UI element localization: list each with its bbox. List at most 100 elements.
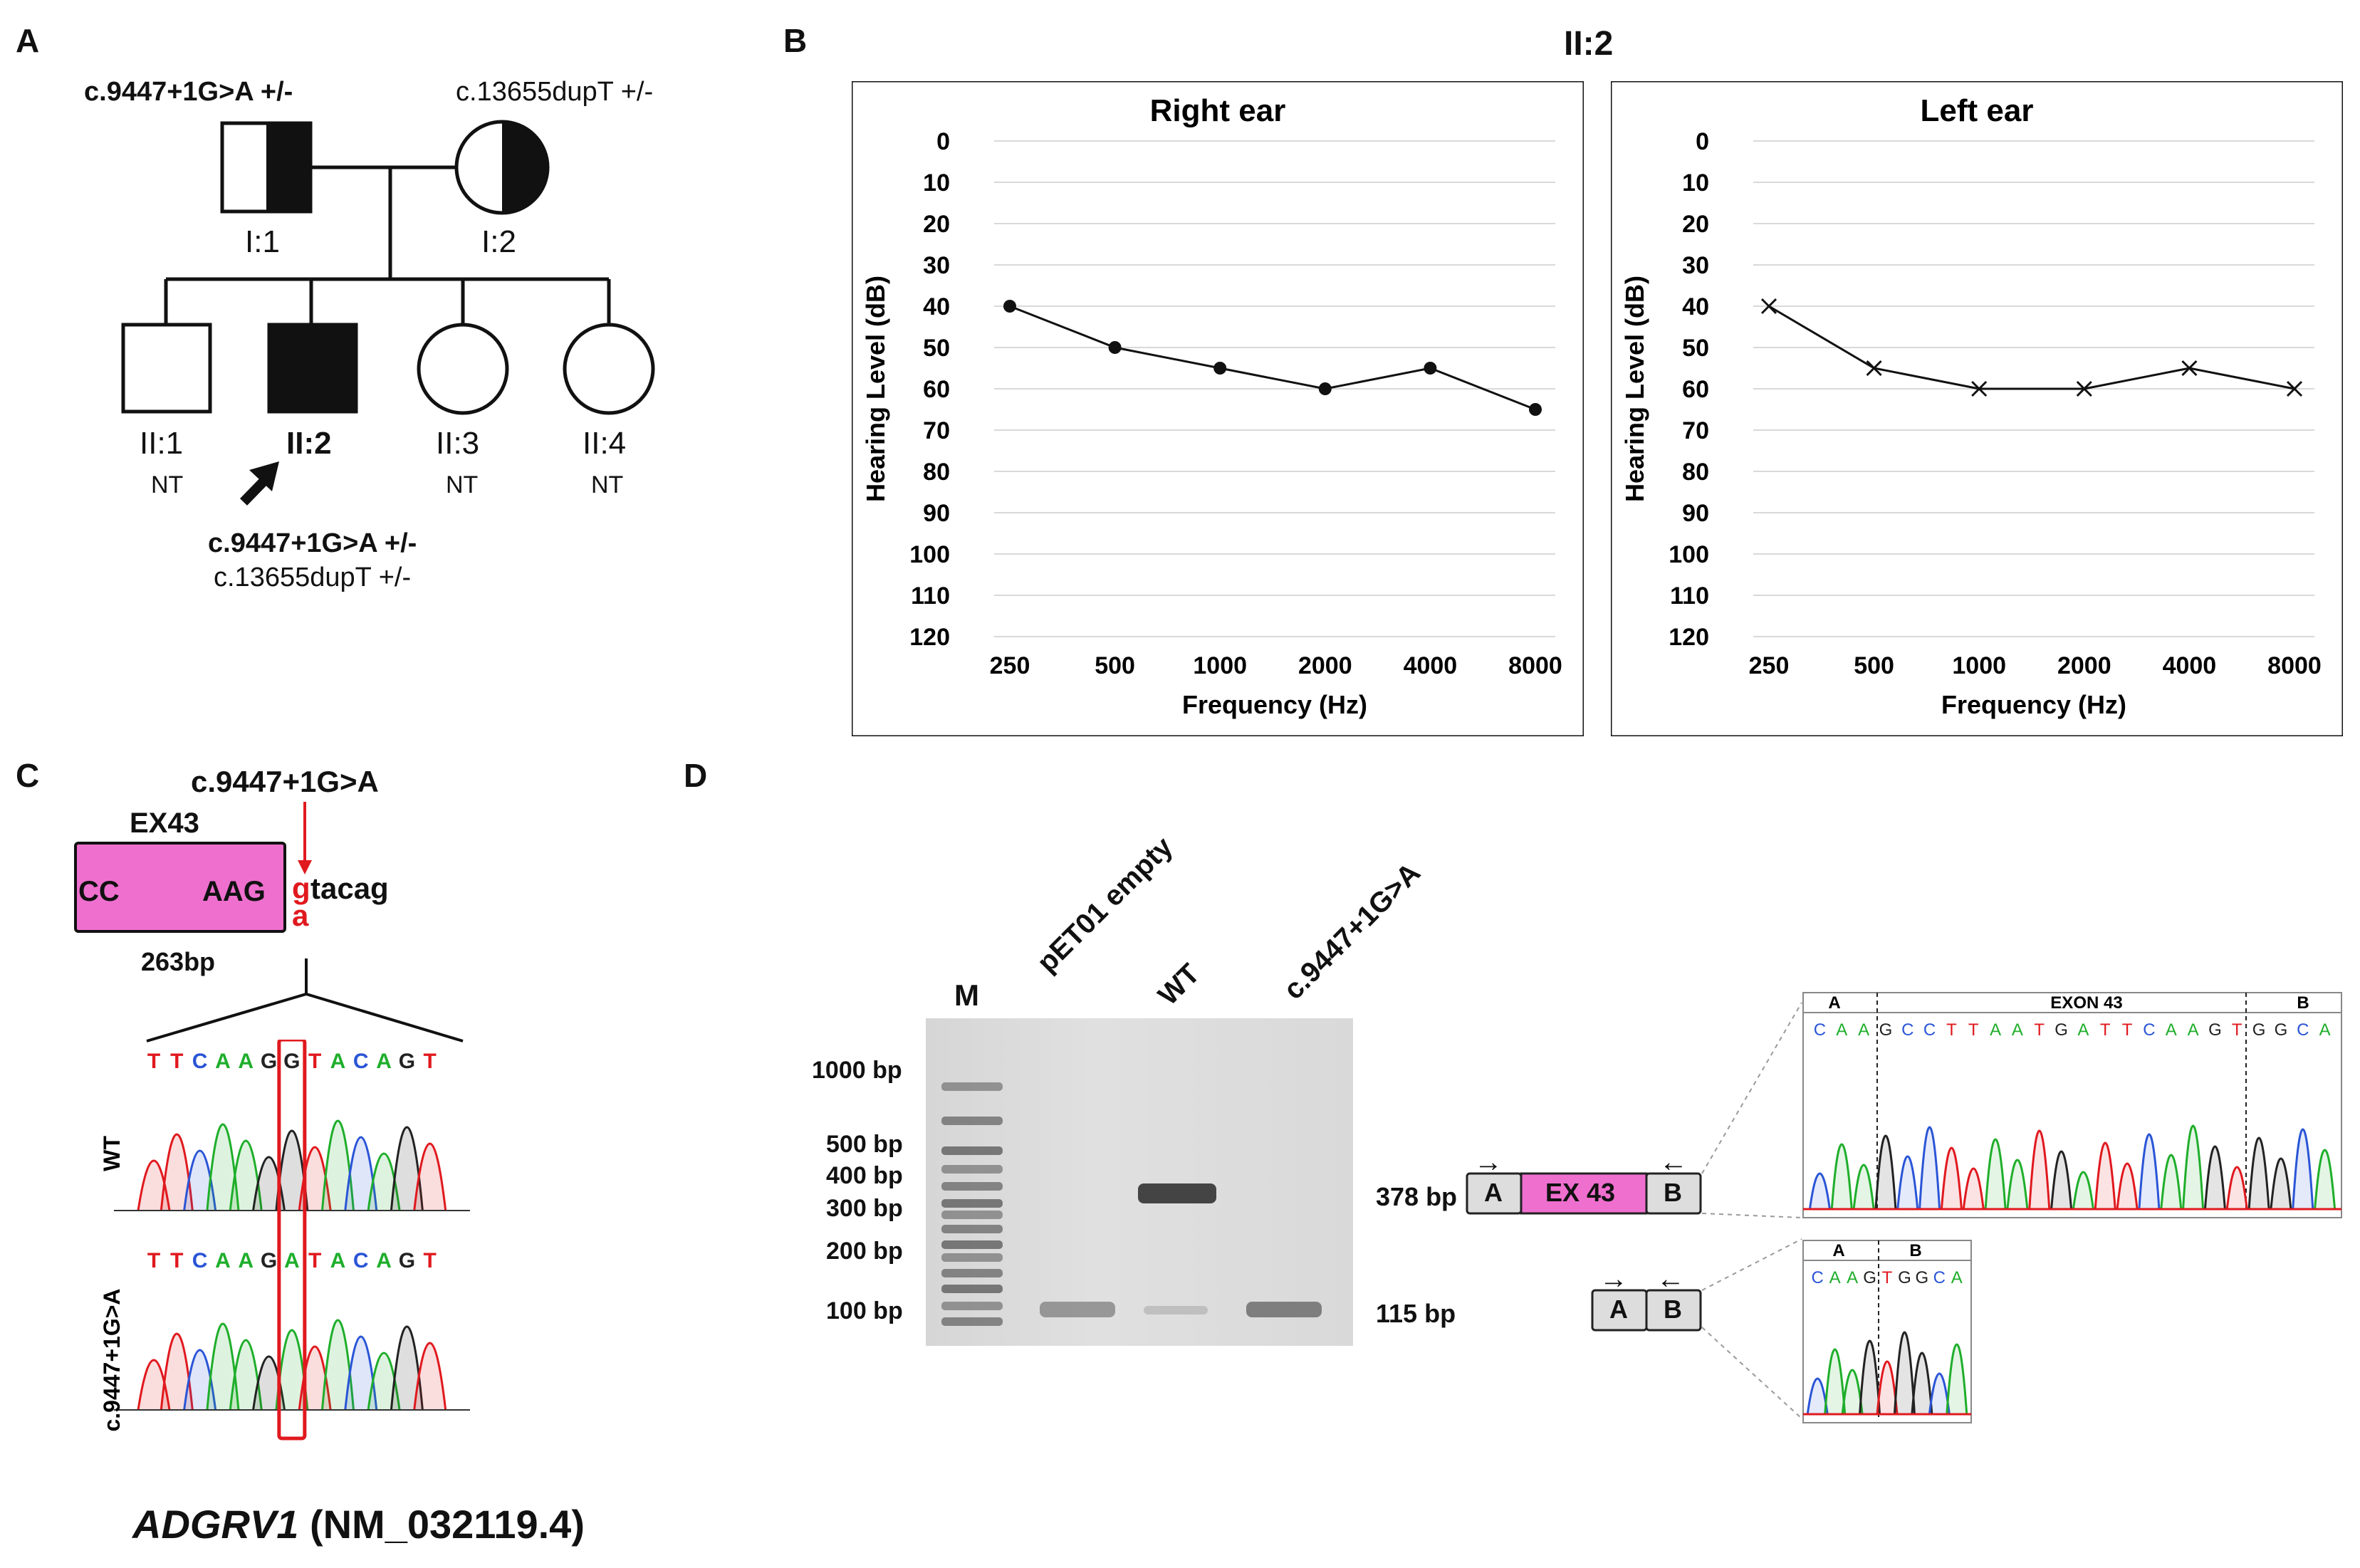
wt-trace-base: T bbox=[308, 1050, 321, 1073]
ladder-500: 500 bp bbox=[826, 1131, 903, 1159]
audiogram-title: II:2 bbox=[1564, 24, 1613, 63]
lane-label-m: M bbox=[954, 978, 979, 1013]
mut-trace-base: A bbox=[238, 1249, 254, 1272]
right-ear-ytick: 120 bbox=[909, 624, 950, 651]
mut-base-label: a bbox=[292, 899, 308, 933]
ladder-band bbox=[941, 1117, 1003, 1125]
mother-carrier-fill bbox=[502, 122, 548, 213]
inset-top-header: EXON 43 bbox=[2050, 993, 2122, 1013]
wt-trace-base: T bbox=[170, 1050, 183, 1073]
inset-top-base: T bbox=[1968, 1020, 1979, 1040]
left-ear-ytick: 60 bbox=[1682, 376, 1709, 403]
left-ear-ytick: 40 bbox=[1682, 293, 1709, 320]
sequence-inset-exon-skipped: A BC A A G T G G C A bbox=[1802, 1239, 1973, 1424]
right-ear-xtick: 1000 bbox=[1193, 652, 1247, 679]
inset-top-base: T bbox=[2100, 1020, 2111, 1040]
mut-band-115 bbox=[1246, 1302, 1322, 1317]
inset-top-base: T bbox=[1946, 1020, 1957, 1040]
mut-trace-base: G bbox=[399, 1249, 415, 1272]
right-ear-ytick: 80 bbox=[923, 459, 950, 486]
panel-label-d: D bbox=[684, 756, 707, 795]
left-ear-ytick: 100 bbox=[1669, 541, 1709, 568]
left-ear-ytick: 80 bbox=[1682, 459, 1709, 486]
right-ear-ytick: 30 bbox=[923, 252, 950, 279]
right-ear-ytick: 10 bbox=[923, 169, 950, 197]
child-ii3-symbol bbox=[419, 325, 507, 413]
ladder-400: 400 bp bbox=[826, 1162, 903, 1190]
inset-top-base: A bbox=[2188, 1020, 2199, 1040]
mut-trace-peak bbox=[414, 1343, 446, 1410]
left-ear-ylabel: Hearing Level (dB) bbox=[1620, 276, 1649, 502]
right-ear-point bbox=[1109, 341, 1122, 354]
ladder-band bbox=[941, 1165, 1003, 1174]
right-ear-point bbox=[1319, 382, 1332, 395]
wt-trace-base: G bbox=[399, 1050, 415, 1073]
inset-top-base: C bbox=[2297, 1020, 2309, 1040]
left-ear-frame bbox=[1611, 81, 2343, 736]
right-ear-point bbox=[1003, 300, 1016, 313]
band-label-115: 115 bp bbox=[1376, 1299, 1456, 1329]
inset-top-base: A bbox=[2166, 1020, 2177, 1040]
reverse-primer-icon: ← bbox=[1659, 1146, 1688, 1178]
audiogram-right: Right ear0102030405060708090100110120250… bbox=[852, 81, 1584, 736]
wt-trace-base: A bbox=[238, 1050, 254, 1073]
ladder-band bbox=[941, 1253, 1003, 1262]
mother-variant-label: c.13655dupT +/- bbox=[456, 77, 653, 108]
mut-trace-base: A bbox=[284, 1249, 300, 1272]
proband-arrow-icon bbox=[244, 461, 279, 502]
left-ear-ytick: 90 bbox=[1682, 500, 1709, 527]
ladder-band bbox=[941, 1199, 1003, 1208]
inset-bottom-base: C bbox=[1933, 1268, 1946, 1287]
inset-bottom-base: G bbox=[1898, 1268, 1911, 1287]
gene-transcript: (NM_032119.4) bbox=[310, 1502, 585, 1547]
child-ii3-status: NT bbox=[446, 471, 478, 499]
inset-top-base: C bbox=[1923, 1020, 1936, 1040]
right-ear-ytick: 20 bbox=[923, 211, 950, 238]
inset-top-header: A bbox=[1828, 993, 1840, 1013]
left-ear-xtick: 8000 bbox=[2267, 652, 2322, 679]
ladder-band bbox=[941, 1240, 1003, 1249]
wt-trace-base: A bbox=[330, 1050, 346, 1073]
right-ear-ytick: 0 bbox=[936, 128, 950, 155]
construct-a-label: A bbox=[1484, 1178, 1503, 1208]
wt-band-378 bbox=[1138, 1183, 1216, 1203]
child-ii2-id: II:2 bbox=[286, 426, 332, 461]
wt-trace-base: C bbox=[353, 1050, 369, 1073]
inset-top-base: C bbox=[2143, 1020, 2155, 1040]
exon-seq-right: AAG bbox=[202, 876, 266, 908]
inset-top-base: G bbox=[2275, 1020, 2288, 1040]
mut-trace-base: A bbox=[215, 1249, 231, 1272]
father-variant-label: c.9447+1G>A +/- bbox=[84, 77, 293, 108]
chromatogram: T T C A A G G T A C A G TT T C A A G A T A C A G TWTc.9447+1G>A bbox=[100, 1040, 484, 1446]
mother-id-label: I:2 bbox=[481, 224, 516, 260]
ladder-band bbox=[941, 1317, 1003, 1326]
proband-variant-1: c.9447+1G>A +/- bbox=[208, 528, 417, 559]
ladder-band bbox=[941, 1285, 1003, 1293]
ladder-band bbox=[941, 1211, 1003, 1219]
mut-trace-base: T bbox=[308, 1249, 321, 1272]
panel-label-b: B bbox=[783, 21, 807, 60]
inset-bottom-header: A bbox=[1832, 1241, 1844, 1260]
wt-trace-base: C bbox=[192, 1050, 208, 1073]
skipped-a-label: A bbox=[1609, 1295, 1628, 1324]
right-ear-ytick: 60 bbox=[923, 376, 950, 403]
band-label-378: 378 bp bbox=[1376, 1182, 1457, 1212]
mut-trace-base: G bbox=[261, 1249, 277, 1272]
inset-top-base: A bbox=[1990, 1020, 2001, 1040]
right-ear-ytick: 110 bbox=[911, 582, 950, 610]
wt-trace-base: G bbox=[261, 1050, 277, 1073]
skipped-forward-primer-icon: → bbox=[1599, 1263, 1628, 1295]
right-ear-ytick: 100 bbox=[909, 541, 950, 568]
right-ear-xtick: 2000 bbox=[1298, 652, 1352, 679]
child-ii1-status: NT bbox=[151, 471, 183, 499]
skipped-reverse-primer-icon: ← bbox=[1656, 1263, 1685, 1295]
lane-label-mut: c.9447+1G>A bbox=[1278, 857, 1427, 1006]
lane-label-wt: WT bbox=[1152, 958, 1206, 1012]
inset-top-base: A bbox=[1836, 1020, 1847, 1040]
right-ear-xtick: 8000 bbox=[1508, 652, 1562, 679]
inset-top-base: C bbox=[1814, 1020, 1826, 1040]
right-ear-ylabel: Hearing Level (dB) bbox=[861, 276, 890, 502]
right-ear-point bbox=[1213, 362, 1226, 375]
right-ear-title: Right ear bbox=[1150, 93, 1286, 128]
gel-bands bbox=[926, 1018, 1353, 1346]
